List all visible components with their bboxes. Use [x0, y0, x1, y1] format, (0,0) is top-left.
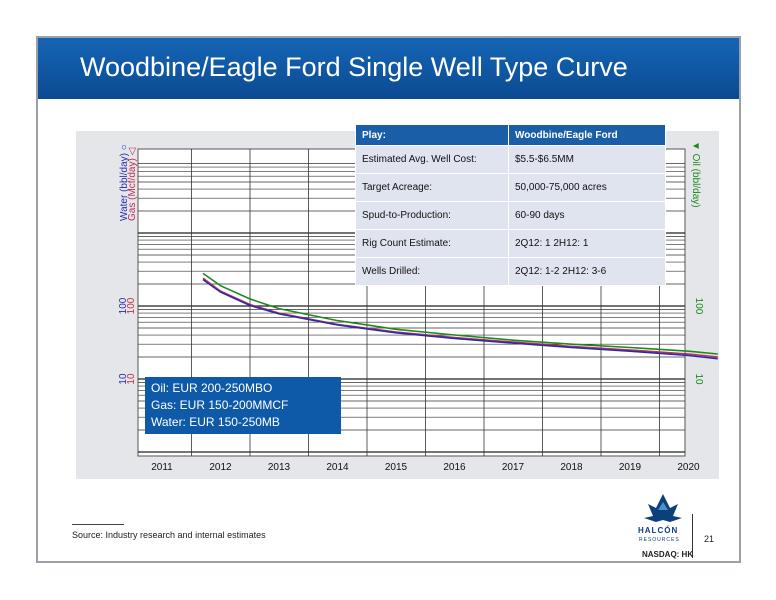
table-header-cell: Woodbine/Eagle Ford: [508, 124, 666, 146]
table-cell: Target Acreage:: [355, 173, 509, 202]
table-cell: Wells Drilled:: [355, 257, 509, 286]
x-tick-label: 2013: [268, 462, 291, 473]
table-header-cell: Play:: [355, 124, 509, 146]
right-axis-title: ▼ Oil (bbl/day): [690, 141, 701, 208]
eur-water: Water: EUR 150-250MB: [151, 415, 280, 429]
page-number: 21: [704, 534, 715, 544]
table-cell: $5.5-$6.5MM: [508, 145, 666, 174]
table-row: Wells Drilled: 2Q12: 1-2 2H12: 3-6: [355, 257, 666, 286]
x-tick-label: 2018: [560, 462, 583, 473]
x-tick-label: 2019: [619, 462, 642, 473]
table-row: Target Acreage: 50,000-75,000 acres: [355, 173, 666, 202]
left-axis-title-water: Water (bbl/day) ○: [119, 144, 130, 221]
left-tick-label-gas: 100: [126, 297, 137, 314]
table-cell: Estimated Avg. Well Cost:: [355, 145, 509, 174]
table-header-row: Play: Woodbine/Eagle Ford: [355, 124, 666, 146]
eur-box: Oil: EUR 200-250MBO Gas: EUR 150-200MMCF…: [145, 377, 341, 434]
table-cell: 2Q12: 1-2 2H12: 3-6: [508, 257, 666, 286]
left-tick-label-gas: 10: [126, 373, 137, 385]
footer-divider: [692, 514, 693, 558]
logo-subtitle: RESOURCES: [639, 537, 680, 543]
title-banner: Woodbine/Eagle Ford Single Well Type Cur…: [38, 38, 739, 99]
slide: Woodbine/Eagle Ford Single Well Type Cur…: [36, 36, 741, 563]
right-tick-label: 10: [693, 373, 704, 385]
series-line-gas: [202, 277, 718, 358]
table-row: Spud-to-Production: 60-90 days: [355, 201, 666, 230]
table-cell: Rig Count Estimate:: [355, 229, 509, 258]
table-cell: 50,000-75,000 acres: [508, 173, 666, 202]
slide-title: Woodbine/Eagle Ford Single Well Type Cur…: [80, 52, 628, 82]
x-tick-label: 2011: [151, 462, 173, 473]
table-row: Rig Count Estimate: 2Q12: 1 2H12: 1: [355, 229, 666, 258]
left-axis-title-gas: Gas (Mcf/day) ◁: [127, 147, 138, 221]
x-tick-label: 2015: [385, 462, 408, 473]
logo-name: HALCÓN: [638, 526, 679, 535]
x-tick-label: 2016: [443, 462, 466, 473]
right-tick-label: 100: [693, 298, 704, 315]
left-tick-label-water: 100: [118, 297, 129, 314]
x-tick-label: 2012: [209, 462, 232, 473]
x-tick-label: 2020: [677, 462, 700, 473]
series-line-oil: [202, 272, 718, 355]
source-note: Source: Industry research and internal e…: [72, 530, 266, 540]
source-divider: [72, 524, 124, 525]
series-line-water: [202, 278, 718, 360]
table-row: Estimated Avg. Well Cost: $5.5-$6.5MM: [355, 145, 666, 174]
ticker-label: NASDAQ: HK: [642, 550, 694, 559]
hawk-logo-icon: [644, 494, 682, 522]
x-tick-label: 2017: [502, 462, 525, 473]
table-cell: Spud-to-Production:: [355, 201, 509, 230]
play-info-table: Play: Woodbine/Eagle Ford Estimated Avg.…: [355, 124, 666, 286]
eur-gas: Gas: EUR 150-200MMCF: [151, 398, 289, 412]
eur-oil: Oil: EUR 200-250MBO: [151, 381, 273, 395]
table-cell: 2Q12: 1 2H12: 1: [508, 229, 666, 258]
left-tick-label-water: 10: [118, 373, 129, 385]
x-tick-label: 2014: [326, 462, 349, 473]
table-cell: 60-90 days: [508, 201, 666, 230]
